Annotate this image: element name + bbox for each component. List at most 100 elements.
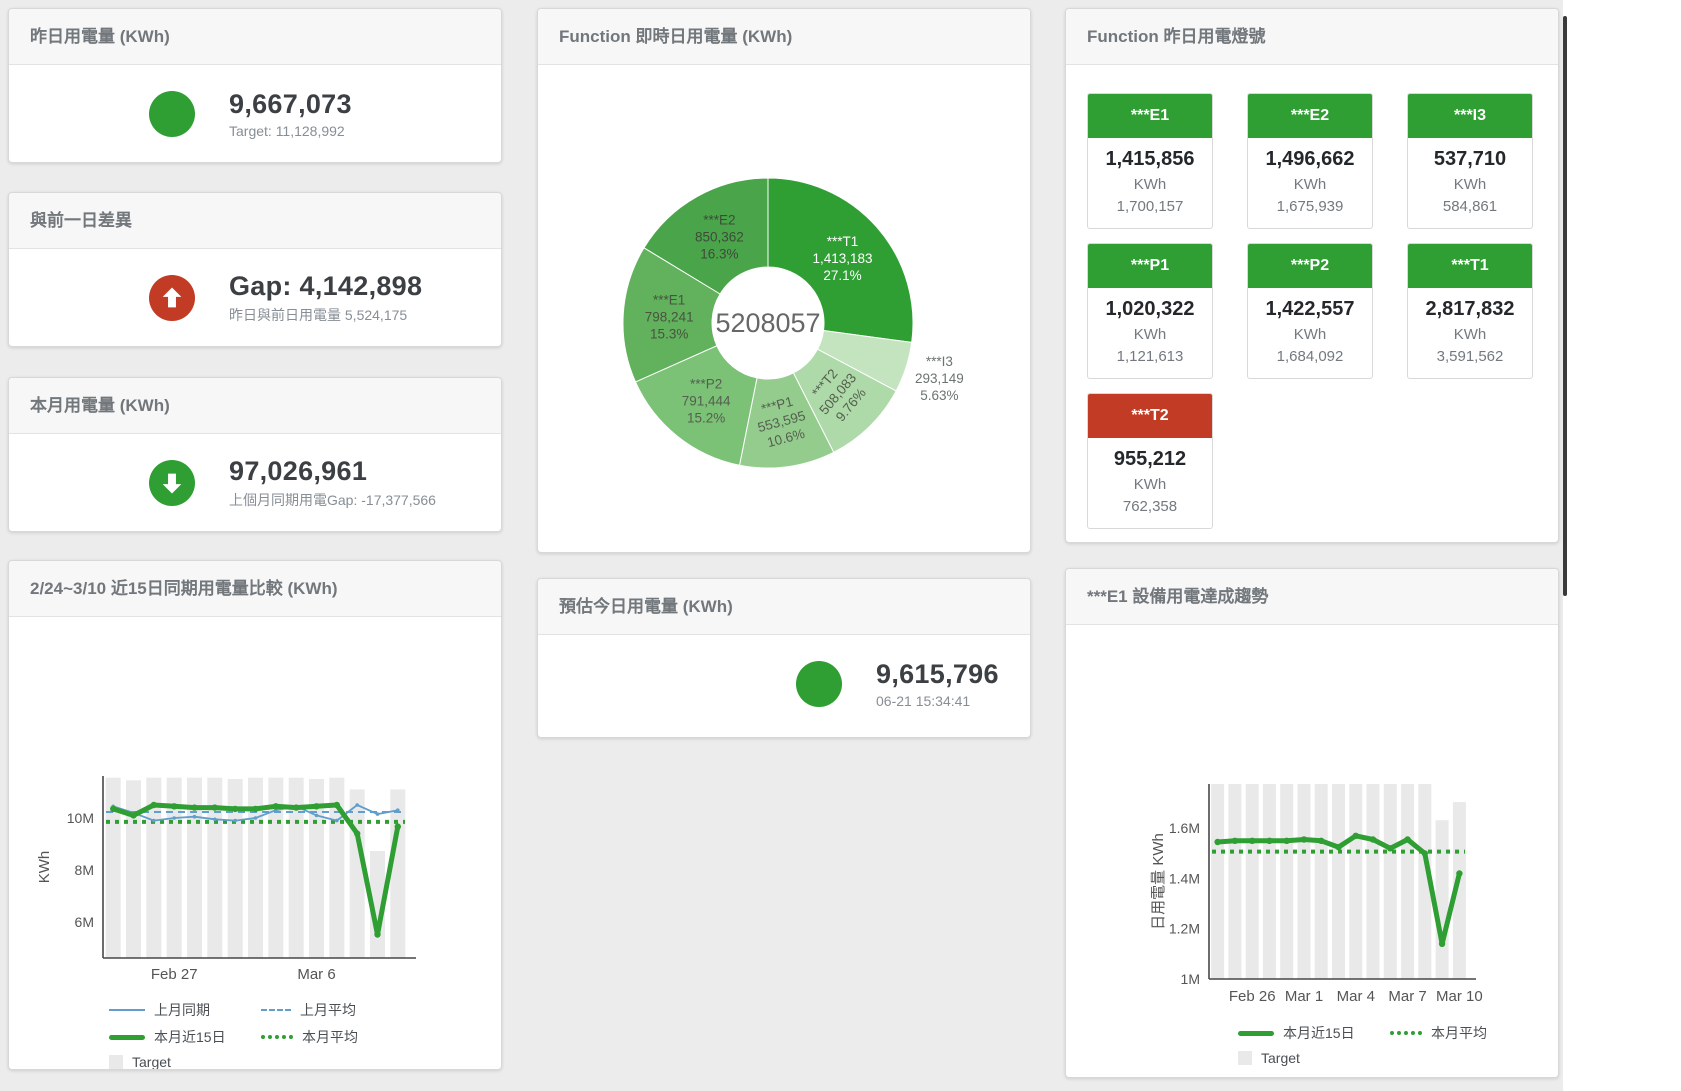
donut-slice-T1[interactable] [767, 177, 914, 343]
legend-item-本月近15日[interactable]: 本月近15日 [1238, 1023, 1390, 1043]
tile-value: 1,422,557 [1265, 298, 1355, 320]
status-tile-E2[interactable]: ***E2 1,496,662 KWh 1,675,939 [1247, 93, 1373, 229]
data-point [396, 808, 400, 812]
legend-item-上月同期[interactable]: 上月同期 [109, 1000, 261, 1020]
realtime-donut-svg[interactable]: ***T1 1,413,183 27.1%***I3 293,149 5.63%***T… [538, 65, 1031, 553]
card-title: ***E1 設備用電達成趨勢 [1066, 569, 1558, 625]
tile-target: 1,700,157 [1116, 198, 1184, 215]
data-point [1404, 836, 1411, 843]
tile-value: 2,817,832 [1425, 298, 1515, 320]
card-title: Function 即時日用電量 (KWh) [538, 9, 1030, 65]
tile-unit: KWh [1453, 326, 1487, 343]
tile-label: ***T2 [1088, 394, 1212, 438]
tile-unit: KWh [1133, 176, 1167, 193]
kpi-value: 9,667,073 [229, 88, 352, 119]
target-bar [370, 851, 385, 958]
tile-target: 3,591,562 [1436, 348, 1504, 365]
data-point [355, 803, 360, 807]
scrollbar[interactable] [1563, 16, 1567, 596]
card-title: 本月用電量 (KWh) [9, 378, 501, 434]
card-title: 預估今日用電量 (KWh) [538, 579, 1030, 635]
y-tick-label: 6M [75, 914, 94, 930]
tile-body: 1,415,856 KWh 1,700,157 [1088, 138, 1212, 228]
tile-target: 584,861 [1442, 198, 1498, 215]
data-point [314, 813, 319, 818]
y-tick-label: 1.4M [1169, 871, 1200, 887]
target-bar [1418, 784, 1432, 979]
card-month-usage: 本月用電量 (KWh) 97,026,961 上個月同期用電Gap: -17,3… [8, 377, 502, 532]
data-point [1369, 836, 1377, 843]
legend-swatch [1238, 1030, 1274, 1036]
tile-target: 762,358 [1122, 498, 1178, 515]
kpi-value: 97,026,961 [229, 455, 368, 486]
compare-chart-plot[interactable]: 6M 8M 10M Feb 27 Mar 6 KWh [9, 617, 502, 989]
target-bar [349, 789, 365, 958]
data-point [232, 805, 239, 813]
data-point [333, 801, 340, 809]
target-bar [1245, 784, 1259, 979]
compare-chart-legend: 上月同期 上月平均 本月近15日 本月平均 Target [109, 1000, 501, 1069]
x-tick-label: Feb 27 [151, 966, 198, 983]
data-point [1300, 836, 1308, 843]
data-point [1231, 837, 1239, 844]
tile-body: 1,020,322 KWh 1,121,613 [1088, 288, 1212, 378]
legend-swatch [109, 1055, 123, 1069]
data-point [192, 814, 197, 819]
target-bar [1383, 784, 1397, 979]
tile-unit: KWh [1133, 476, 1167, 493]
target-bar [1401, 784, 1415, 979]
legend-label: 上月同期 [154, 1002, 210, 1018]
legend-label: Target [1261, 1050, 1300, 1066]
tile-value: 537,710 [1433, 148, 1507, 170]
donut-slice-E2[interactable] [643, 177, 769, 295]
kpi-subtitle: 昨日與前日用電量 5,524,175 [229, 306, 408, 323]
data-point [354, 830, 361, 837]
tile-value: 1,020,322 [1105, 298, 1195, 320]
data-point [152, 818, 156, 823]
trend-chart-plot[interactable]: 1M 1.2M 1.4M 1.6M Feb 26 Mar 1 Mar 4 Mar 7 Mar 1… [1066, 625, 1559, 1009]
data-point [375, 812, 380, 816]
legend-item-本月平均[interactable]: 本月平均 [1390, 1023, 1542, 1043]
kpi-gap: Gap: 4,142,898 昨日與前日用電量 5,524,175 [9, 249, 501, 346]
legend-item-Target[interactable]: Target [1238, 1050, 1390, 1066]
data-point [1456, 870, 1463, 877]
data-point [1249, 837, 1256, 844]
donut-slice-E1[interactable] [622, 247, 721, 383]
status-tile-I3[interactable]: ***I3 537,710 KWh 584,861 [1407, 93, 1533, 229]
data-point [335, 818, 339, 823]
status-tile-P2[interactable]: ***P2 1,422,557 KWh 1,684,092 [1247, 243, 1373, 379]
data-point [211, 804, 218, 811]
tile-value: 955,212 [1113, 448, 1187, 470]
legend-item-本月近15日[interactable]: 本月近15日 [109, 1027, 261, 1047]
data-point [313, 803, 320, 810]
legend-label: 本月平均 [1431, 1025, 1487, 1041]
card-today-forecast: 預估今日用電量 (KWh) 9,615,796 06-21 15:34:41 [537, 578, 1031, 738]
tile-label: ***E1 [1088, 94, 1212, 138]
tile-value: 1,496,662 [1265, 148, 1355, 170]
target-bar [207, 777, 223, 958]
card-title: 2/24~3/10 近15日同期用電量比較 (KWh) [9, 561, 501, 617]
legend-item-上月平均[interactable]: 上月平均 [261, 1000, 413, 1020]
trend-chart-legend: 本月近15日 本月平均 Target [1238, 1023, 1558, 1066]
y-axis-title: 日用電量 KWh [1150, 833, 1167, 930]
card-title: 與前一日差異 [9, 193, 501, 249]
kpi-timestamp: 06-21 15:34:41 [876, 692, 971, 709]
legend-row: 上月同期 上月平均 [109, 1000, 501, 1020]
data-point [110, 805, 117, 813]
data-point [1387, 845, 1394, 852]
target-bar [126, 780, 141, 958]
status-tile-T1[interactable]: ***T1 2,817,832 KWh 3,591,562 [1407, 243, 1533, 379]
legend-item-本月平均[interactable]: 本月平均 [261, 1027, 413, 1047]
kpi-value: 9,615,796 [876, 658, 999, 689]
data-point [233, 818, 237, 823]
tile-value: 1,415,856 [1105, 148, 1195, 170]
tile-target: 1,121,613 [1116, 348, 1184, 365]
status-tile-E1[interactable]: ***E1 1,415,856 KWh 1,700,157 [1087, 93, 1213, 229]
status-tile-P1[interactable]: ***P1 1,020,322 KWh 1,121,613 [1087, 243, 1213, 379]
kpi-forecast: 9,615,796 06-21 15:34:41 [538, 635, 1030, 732]
legend-item-Target[interactable]: Target [109, 1054, 261, 1069]
data-point [1283, 837, 1290, 844]
status-tile-T2[interactable]: ***T2 955,212 KWh 762,358 [1087, 393, 1213, 529]
kpi-subtitle: Target: 11,128,992 [229, 122, 345, 139]
donut-slice-P2[interactable] [634, 345, 758, 466]
